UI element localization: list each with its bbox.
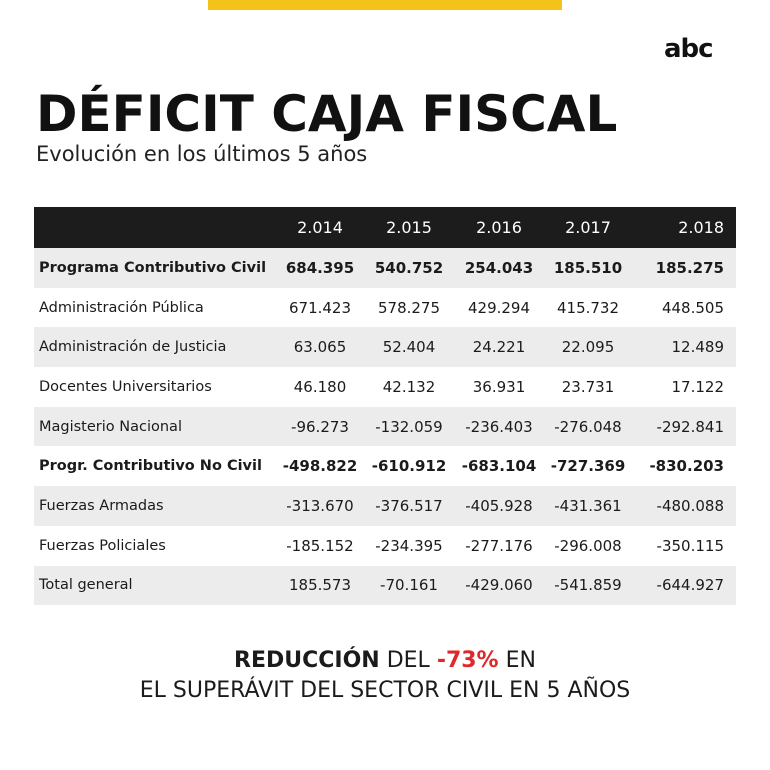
value-cell: 36.931: [472, 377, 526, 396]
page-title: DÉFICIT CAJA FISCAL: [36, 85, 618, 143]
column-header: 2.016: [454, 207, 544, 248]
header-label-cell: [34, 207, 276, 248]
value-cell: -292.841: [632, 406, 736, 447]
value-cell: -830.203: [649, 457, 724, 476]
value-cell: 671.423: [288, 298, 352, 317]
value-cell: -350.115: [656, 536, 724, 555]
row-label: Administración de Justicia: [34, 327, 276, 368]
table-header-row: 2.014 2.015 2.016 2.017 2.018: [34, 207, 736, 248]
value-cell: -431.361: [544, 486, 632, 526]
row-label: Progr. Contributivo No Civil: [39, 458, 262, 475]
footer-note: REDUCCIÓN DEL -73% EN EL SUPERÁVIT DEL S…: [0, 646, 770, 706]
table-row: Docentes Universitarios 46.180 42.132 36.93…: [34, 367, 736, 407]
value-cell: 540.752: [364, 248, 454, 288]
row-label: Total general: [34, 565, 276, 606]
abc-logo: abc: [664, 34, 714, 64]
table-row: Programa Contributivo Civil 684.395 540.75…: [34, 248, 736, 288]
value-cell: 22.095: [544, 327, 632, 368]
table-row: Fuerzas Policiales -185.152 -234.395 -277.1…: [34, 526, 736, 566]
deficit-table: 2.014 2.015 2.016 2.017 2.018 Programa C…: [34, 207, 736, 606]
table-row: Progr. Contributivo No Civil -498.822 -610…: [34, 446, 736, 486]
value-cell: -480.088: [632, 486, 736, 526]
footer-line-2: EL SUPERÁVIT DEL SECTOR CIVIL EN 5 AÑOS: [139, 678, 631, 703]
value-cell: 254.043: [454, 248, 544, 288]
value-cell: 429.294: [467, 298, 531, 317]
value-cell: -296.008: [554, 536, 622, 555]
value-cell: -234.395: [375, 536, 443, 555]
value-cell: -313.670: [276, 486, 364, 526]
value-cell: -185.152: [286, 536, 354, 555]
row-label: Docentes Universitarios: [39, 378, 212, 395]
column-header: 2.017: [544, 207, 632, 248]
value-cell: -277.176: [465, 536, 533, 555]
value-cell: -429.060: [454, 565, 544, 606]
top-accent-bar: [208, 0, 562, 10]
value-cell: 63.065: [276, 327, 364, 368]
value-cell: -498.822: [282, 457, 358, 476]
value-cell: -610.912: [371, 457, 447, 476]
column-header: 2.015: [364, 207, 454, 248]
footer-del: DEL: [379, 648, 437, 673]
footer-reduccion: REDUCCIÓN: [234, 648, 380, 673]
table-row: Total general 185.573 -70.161 -429.060 -541.…: [34, 565, 736, 606]
value-cell: -405.928: [454, 486, 544, 526]
value-cell: 46.180: [293, 377, 347, 396]
value-cell: 12.489: [632, 327, 736, 368]
page-subtitle: Evolución en los últimos 5 años: [36, 142, 368, 166]
value-cell: -541.859: [544, 565, 632, 606]
value-cell: 185.275: [632, 248, 736, 288]
value-cell: 185.510: [544, 248, 632, 288]
table-row: Administración de Justicia 63.065 52.404 24…: [34, 327, 736, 368]
value-cell: 24.221: [454, 327, 544, 368]
table-row: Fuerzas Armadas -313.670 -376.517 -405.928-…: [34, 486, 736, 526]
table-row: Magisterio Nacional -96.273 -132.059 -236.4…: [34, 406, 736, 447]
row-label: Programa Contributivo Civil: [34, 248, 276, 288]
value-cell: -727.369: [550, 457, 626, 476]
row-label: Fuerzas Armadas: [34, 486, 276, 526]
table-row: Administración Pública 671.423 578.275 429.…: [34, 288, 736, 328]
footer-percent: -73%: [436, 648, 499, 673]
value-cell: 42.132: [382, 377, 436, 396]
row-label: Fuerzas Policiales: [39, 537, 166, 554]
column-header: 2.018: [632, 207, 736, 248]
row-label: Magisterio Nacional: [34, 406, 276, 447]
column-header: 2.014: [276, 207, 364, 248]
value-cell: -276.048: [544, 406, 632, 447]
value-cell: 684.395: [276, 248, 364, 288]
footer-en: EN: [498, 648, 536, 673]
row-label: Administración Pública: [39, 299, 204, 316]
value-cell: -70.161: [364, 565, 454, 606]
value-cell: -96.273: [276, 406, 364, 447]
value-cell: 52.404: [364, 327, 454, 368]
value-cell: 17.122: [671, 377, 725, 396]
value-cell: 448.505: [661, 298, 724, 317]
value-cell: -236.403: [454, 406, 544, 447]
value-cell: 415.732: [556, 298, 620, 317]
value-cell: -376.517: [364, 486, 454, 526]
value-cell: 23.731: [561, 377, 615, 396]
value-cell: 185.573: [276, 565, 364, 606]
value-cell: 578.275: [377, 298, 441, 317]
value-cell: -644.927: [632, 565, 736, 606]
footer-line-1: REDUCCIÓN DEL -73% EN: [0, 646, 770, 676]
value-cell: -132.059: [364, 406, 454, 447]
value-cell: -683.104: [461, 457, 537, 476]
